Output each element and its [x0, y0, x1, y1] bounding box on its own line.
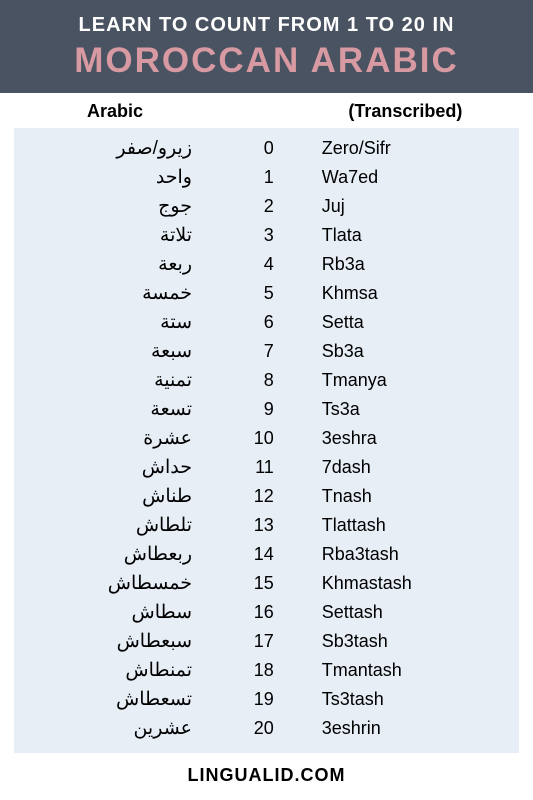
cell-arabic: سطاش: [14, 601, 216, 624]
cell-transcribed: Sb3tash: [292, 631, 519, 652]
cell-arabic: ستة: [14, 311, 216, 334]
table-row: عشرين203eshrin: [14, 714, 519, 743]
cell-transcribed: Khmsa: [292, 283, 519, 304]
cell-arabic: تسعة: [14, 398, 216, 421]
table-row: تسعة9Ts3a: [14, 395, 519, 424]
cell-transcribed: Settash: [292, 602, 519, 623]
cell-transcribed: 7dash: [292, 457, 519, 478]
cell-transcribed: Rb3a: [292, 254, 519, 275]
cell-number: 16: [216, 602, 292, 623]
cell-arabic: خمسة: [14, 282, 216, 305]
cell-transcribed: Wa7ed: [292, 167, 519, 188]
cell-arabic: سبعطاش: [14, 630, 216, 653]
table-row: سطاش16Settash: [14, 598, 519, 627]
cell-arabic: تمنطاش: [14, 659, 216, 682]
table-row: ربعة4Rb3a: [14, 250, 519, 279]
cell-arabic: تلطاش: [14, 514, 216, 537]
cell-arabic: ربعة: [14, 253, 216, 276]
cell-number: 2: [216, 196, 292, 217]
cell-number: 20: [216, 718, 292, 739]
cell-arabic: خمسطاش: [14, 572, 216, 595]
table-row: تلطاش13Tlattash: [14, 511, 519, 540]
cell-transcribed: Tmantash: [292, 660, 519, 681]
cell-number: 9: [216, 399, 292, 420]
cell-number: 12: [216, 486, 292, 507]
cell-number: 18: [216, 660, 292, 681]
footer-brand: LINGUALID.COM: [0, 753, 533, 800]
table-row: تلاتة3Tlata: [14, 221, 519, 250]
cell-number: 5: [216, 283, 292, 304]
table-row: واحد1Wa7ed: [14, 163, 519, 192]
table-row: عشرة103eshra: [14, 424, 519, 453]
table-row: ستة6Setta: [14, 308, 519, 337]
header-title: MOROCCAN ARABIC: [10, 41, 523, 81]
cell-arabic: ربعطاش: [14, 543, 216, 566]
cell-number: 7: [216, 341, 292, 362]
cell-transcribed: Tlata: [292, 225, 519, 246]
table-row: تمنطاش18Tmantash: [14, 656, 519, 685]
cell-arabic: زيرو/صفر: [14, 137, 216, 160]
cell-transcribed: Rba3tash: [292, 544, 519, 565]
table-row: حداش117dash: [14, 453, 519, 482]
cell-number: 13: [216, 515, 292, 536]
table-row: جوج2Juj: [14, 192, 519, 221]
cell-number: 3: [216, 225, 292, 246]
cell-transcribed: Juj: [292, 196, 519, 217]
cell-arabic: جوج: [14, 195, 216, 218]
header-subtitle: LEARN TO COUNT FROM 1 TO 20 IN: [10, 14, 523, 37]
cell-number: 0: [216, 138, 292, 159]
cell-transcribed: Ts3a: [292, 399, 519, 420]
table-row: سبعطاش17Sb3tash: [14, 627, 519, 656]
table-row: سبعة7Sb3a: [14, 337, 519, 366]
cell-number: 17: [216, 631, 292, 652]
table-row: خمسطاش15Khmastash: [14, 569, 519, 598]
table-row: طناش12Tnash: [14, 482, 519, 511]
table-body: زيرو/صفر0Zero/Sifrواحد1Wa7edجوج2Jujتلاتة…: [14, 128, 519, 753]
cell-transcribed: Tlattash: [292, 515, 519, 536]
cell-transcribed: 3eshrin: [292, 718, 519, 739]
cell-number: 8: [216, 370, 292, 391]
cell-arabic: سبعة: [14, 340, 216, 363]
header-banner: LEARN TO COUNT FROM 1 TO 20 IN MOROCCAN …: [0, 0, 533, 93]
cell-arabic: عشرة: [14, 427, 216, 450]
table-header-row: Arabic (Transcribed): [14, 93, 519, 128]
cell-transcribed: Sb3a: [292, 341, 519, 362]
cell-arabic: واحد: [14, 166, 216, 189]
cell-arabic: تلاتة: [14, 224, 216, 247]
cell-number: 1: [216, 167, 292, 188]
cell-arabic: عشرين: [14, 717, 216, 740]
cell-transcribed: Setta: [292, 312, 519, 333]
cell-number: 4: [216, 254, 292, 275]
column-header-transcribed: (Transcribed): [292, 101, 519, 122]
cell-arabic: حداش: [14, 456, 216, 479]
table-row: تسعطاش19Ts3tash: [14, 685, 519, 714]
content-area: Arabic (Transcribed) زيرو/صفر0Zero/Sifrو…: [0, 93, 533, 753]
table-row: ربعطاش14Rba3tash: [14, 540, 519, 569]
cell-transcribed: Tnash: [292, 486, 519, 507]
cell-arabic: طناش: [14, 485, 216, 508]
table-row: تمنية8Tmanya: [14, 366, 519, 395]
cell-arabic: تسعطاش: [14, 688, 216, 711]
cell-number: 11: [216, 457, 292, 478]
cell-transcribed: Khmastash: [292, 573, 519, 594]
cell-number: 10: [216, 428, 292, 449]
cell-transcribed: Zero/Sifr: [292, 138, 519, 159]
table-row: خمسة5Khmsa: [14, 279, 519, 308]
cell-transcribed: Tmanya: [292, 370, 519, 391]
column-header-arabic: Arabic: [14, 101, 216, 122]
cell-number: 19: [216, 689, 292, 710]
cell-transcribed: 3eshra: [292, 428, 519, 449]
column-header-number: [216, 101, 292, 122]
table-row: زيرو/صفر0Zero/Sifr: [14, 134, 519, 163]
cell-transcribed: Ts3tash: [292, 689, 519, 710]
cell-number: 14: [216, 544, 292, 565]
cell-number: 15: [216, 573, 292, 594]
cell-arabic: تمنية: [14, 369, 216, 392]
cell-number: 6: [216, 312, 292, 333]
